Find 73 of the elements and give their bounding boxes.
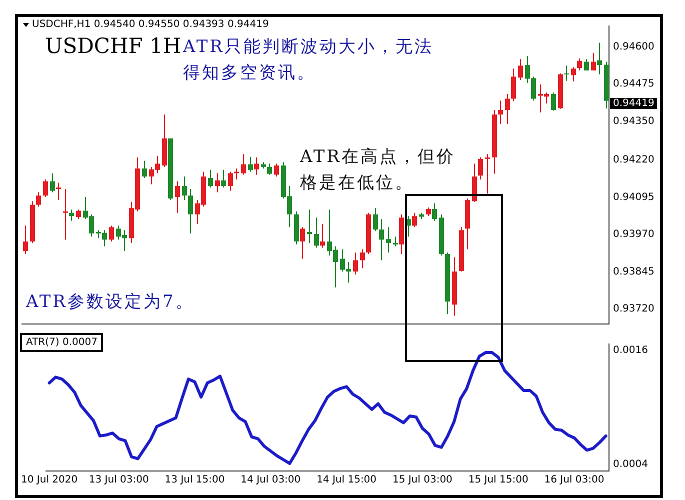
candlestick [274, 163, 279, 177]
candlestick [314, 217, 319, 248]
y-tick-label: 0.0016 [613, 345, 648, 356]
candlestick [208, 169, 213, 188]
candlestick [221, 169, 226, 188]
y-tick-label: 0.94095 [613, 192, 654, 203]
candlestick [175, 180, 180, 214]
candlestick [248, 156, 253, 172]
candlestick [43, 178, 48, 198]
candlestick [228, 171, 233, 192]
candlestick [432, 202, 437, 222]
candlestick [267, 163, 272, 176]
candlestick [577, 58, 582, 71]
candlestick [182, 176, 187, 201]
candlestick [188, 188, 193, 234]
chart-title: USDCHF 1H [45, 34, 182, 58]
candlestick [393, 236, 398, 247]
y-tick-label: 0.0004 [613, 458, 648, 470]
annotation: ATR只能判断波动大小，无法得知多空资讯。 [183, 36, 434, 85]
candlestick [498, 100, 503, 125]
candlestick [234, 168, 239, 180]
x-tick-label: 14 Jul 03:00 [240, 474, 301, 486]
candlestick [571, 66, 576, 82]
candlestick [591, 52, 596, 71]
candlestick [373, 208, 378, 232]
candlestick [412, 212, 417, 228]
candlestick [307, 209, 312, 244]
candlestick [584, 58, 589, 71]
x-tick-label: 16 Jul 03:00 [544, 474, 604, 486]
x-tick-label: 10 Jul 2020 [21, 474, 78, 486]
candlestick [360, 248, 365, 269]
x-tick-label: 13 Jul 15:00 [164, 474, 225, 486]
candlestick [23, 225, 28, 254]
candlestick [142, 160, 147, 178]
y-tick-label: 0.94350 [613, 116, 654, 127]
candlestick [76, 209, 81, 220]
candlestick [63, 188, 68, 240]
chart-title: ATR(7) 0.0007 [20, 333, 104, 352]
y-tick-label: 0.94475 [613, 78, 654, 90]
candlestick [505, 93, 510, 125]
y-tick-label: 0.93720 [613, 304, 654, 315]
candlestick [36, 192, 41, 208]
candlestick [518, 58, 523, 80]
candlestick [478, 156, 483, 180]
y-tick-label: 0.94220 [613, 154, 654, 166]
annotation: USDCHF,H1 0.94540 0.94550 0.94393 0.94419 [32, 19, 269, 30]
candlestick [56, 182, 61, 201]
candlestick [551, 92, 556, 112]
candlestick [300, 226, 305, 260]
candlestick [320, 223, 325, 248]
text: 0.94419 [610, 98, 658, 109]
candlestick [109, 225, 114, 242]
candlestick [564, 65, 569, 82]
candlestick [241, 154, 246, 176]
candlestick [254, 156, 259, 176]
candlestick [379, 218, 384, 261]
candlestick [597, 42, 602, 75]
x-tick-label: 15 Jul 15:00 [468, 474, 528, 486]
candlestick [485, 154, 490, 194]
candlestick [69, 209, 74, 222]
candlestick [386, 226, 391, 253]
y-tick-label: 0.94600 [613, 41, 654, 52]
x-tick-label: 15 Jul 03:00 [392, 474, 452, 486]
annotation: ATR参数设定为7。 [26, 291, 194, 313]
x-tick-label: 13 Jul 03:00 [88, 474, 149, 486]
candlestick [50, 172, 55, 193]
y-tick-label: 0.93845 [613, 266, 654, 278]
annotation: ATR在高点，但价格是在低位。 [300, 146, 456, 195]
candlestick [215, 172, 220, 193]
x-tick-label: 14 Jul 15:00 [316, 474, 377, 486]
y-tick-label: 0.93970 [613, 229, 654, 240]
candlestick [511, 68, 516, 102]
candlestick [353, 252, 358, 276]
